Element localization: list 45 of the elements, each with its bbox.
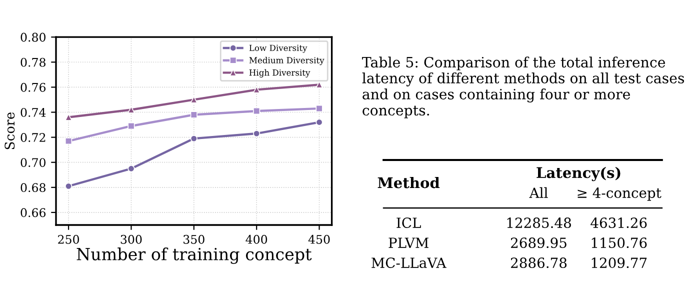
category-label: MC-LLaVA	[372, 258, 446, 268]
y-tick-label: 0.70	[20, 158, 46, 167]
point	[64, 182, 72, 190]
x-tick-label: 350	[184, 234, 204, 244]
legend-label: All	[529, 187, 548, 198]
x-tick-label: 250	[58, 234, 80, 244]
point	[316, 81, 323, 88]
x-axis-title: Number of training concept	[76, 248, 312, 264]
point	[190, 96, 198, 104]
point	[128, 165, 135, 172]
point	[190, 111, 198, 118]
y-tick-label: 0.74	[20, 108, 46, 117]
point	[253, 107, 260, 115]
y-axis-title: Score	[4, 112, 15, 150]
point	[128, 122, 135, 130]
data-label: 1150.76	[592, 238, 647, 248]
y-tick-label: 0.78	[20, 58, 46, 67]
category-label: PLVM	[388, 238, 428, 248]
legend-label: High Diversity	[249, 69, 310, 78]
y-tick-label: 0.68	[20, 183, 46, 192]
data-label: 12285.48	[507, 218, 571, 228]
point	[64, 138, 72, 145]
y-tick-label: 0.80	[20, 32, 46, 42]
data-label: 2886.78	[510, 258, 567, 268]
x-tick-label: 300	[120, 234, 142, 244]
text: Latency(s)	[536, 166, 620, 182]
point	[128, 106, 135, 114]
data-label: 4631.26	[590, 218, 647, 228]
point	[316, 118, 323, 126]
text: Method	[378, 176, 440, 188]
data-label: 1209.77	[592, 258, 647, 268]
data-label: 2689.95	[510, 238, 566, 248]
point	[190, 135, 198, 142]
category-label: ICL	[396, 218, 421, 228]
legend-label: ≥ 4-concept	[578, 188, 662, 201]
point	[253, 130, 260, 138]
legend-label: Medium Diversity	[249, 56, 324, 66]
x-tick-label: 400	[246, 234, 268, 244]
caption: Table 5: Comparison of the total inference latency of different methods on all test cases and on cases containing four or more concepts.	[362, 56, 684, 118]
point	[316, 104, 323, 112]
legend-label: Low Diversity	[249, 44, 308, 53]
x-tick-label: 450	[308, 234, 330, 244]
y-tick-label: 0.72	[20, 133, 46, 142]
y-tick-label: 0.76	[20, 82, 46, 92]
y-tick-label: 0.66	[20, 208, 46, 218]
